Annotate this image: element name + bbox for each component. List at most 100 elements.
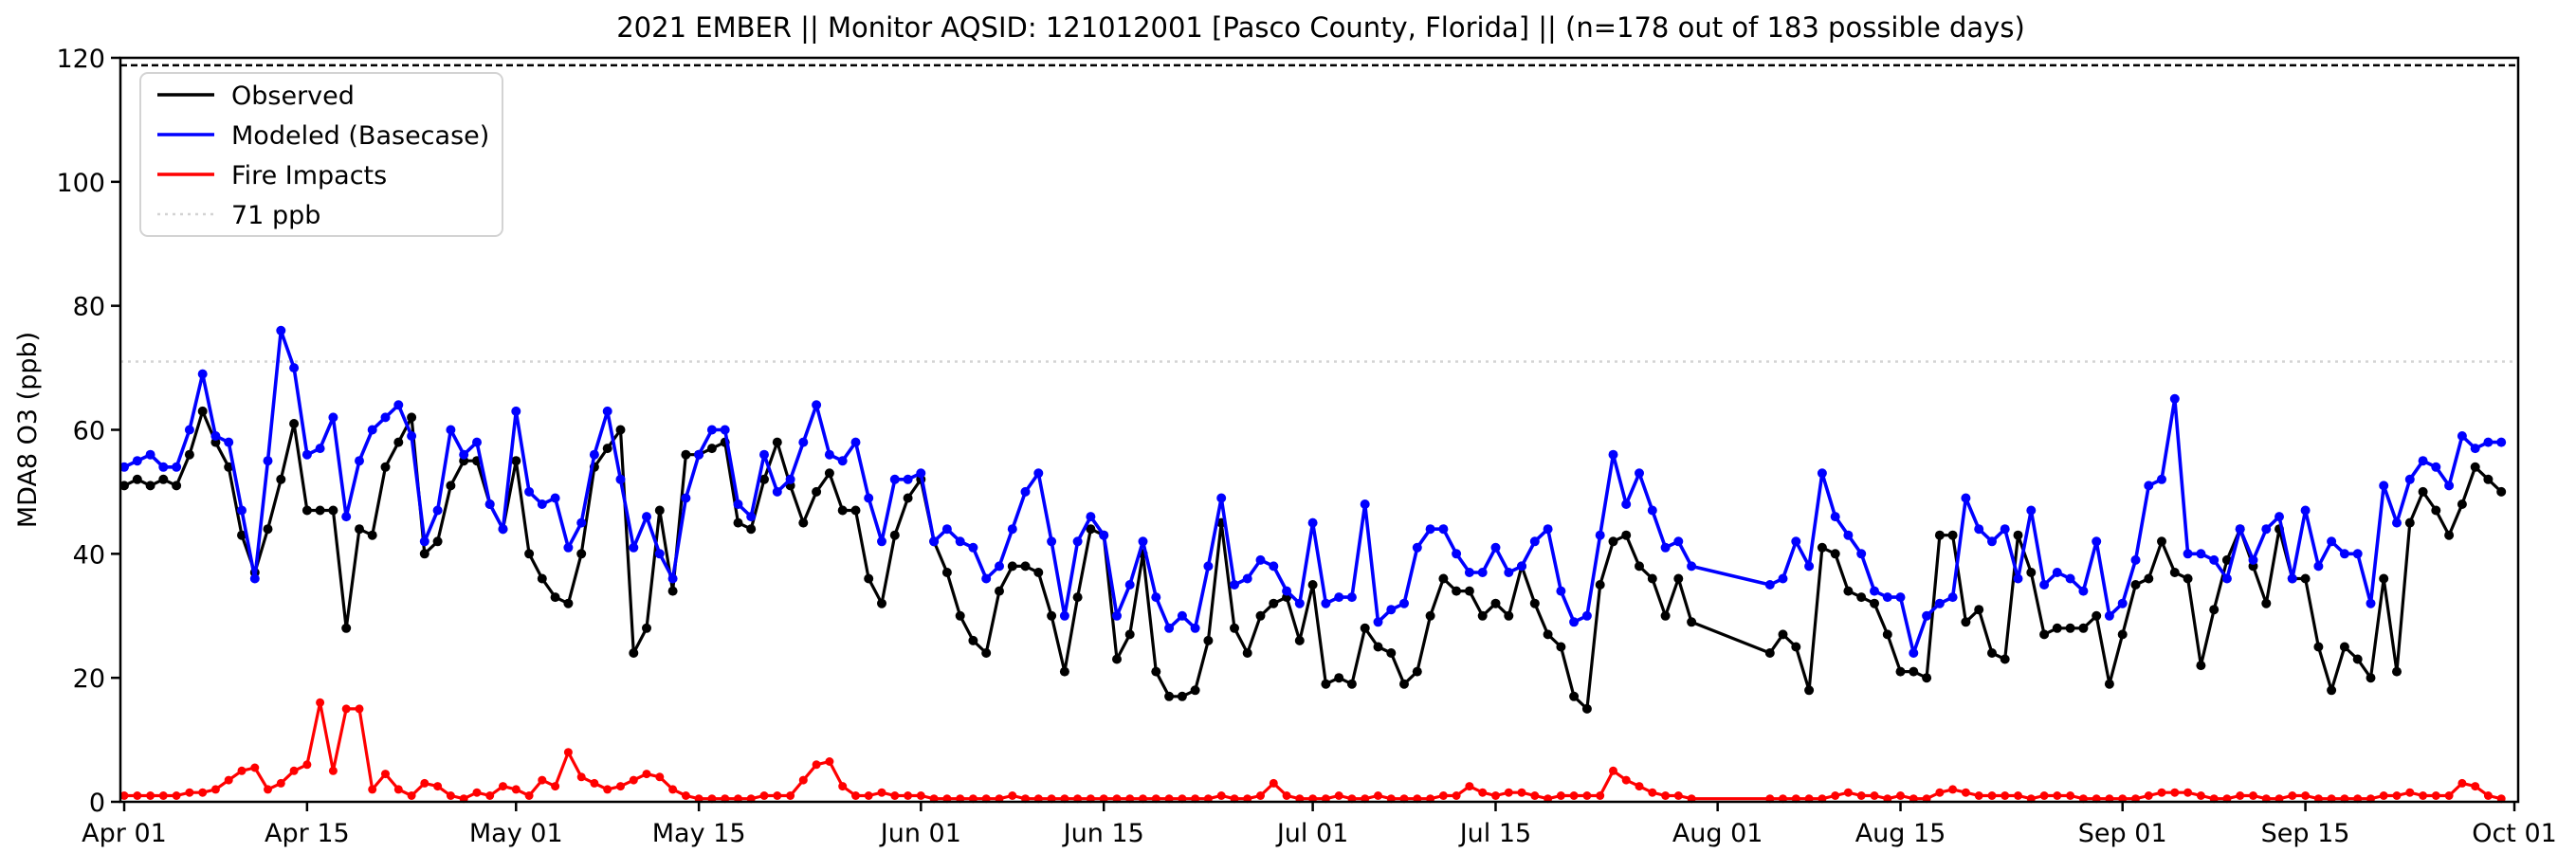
fire-impacts-point — [2471, 782, 2480, 791]
observed-point — [1307, 580, 1318, 590]
fire-impacts-point — [1008, 791, 1017, 800]
modeled-basecase-point — [995, 561, 1004, 572]
modeled-basecase-point — [1190, 623, 1200, 633]
observed-point — [1947, 530, 1958, 540]
fire-impacts-point — [1256, 791, 1265, 800]
fire-impacts-point — [472, 788, 482, 797]
fire-impacts-point — [393, 785, 403, 794]
observed-point — [1086, 524, 1096, 535]
observed-point — [1438, 573, 1449, 584]
fire-impacts-point — [1621, 775, 1631, 785]
fire-impacts-point — [1635, 782, 1644, 791]
fire-impacts-point — [1517, 788, 1526, 797]
observed-point — [1269, 598, 1279, 608]
observed-point — [1635, 561, 1644, 572]
modeled-basecase-point — [615, 474, 626, 484]
modeled-basecase-point — [2339, 549, 2349, 559]
modeled-basecase-point — [484, 499, 495, 509]
observed-point — [615, 425, 626, 435]
observed-point — [2092, 610, 2102, 621]
modeled-basecase-point — [1517, 561, 1526, 572]
modeled-basecase-point — [654, 549, 665, 559]
modeled-basecase-point — [341, 512, 352, 522]
observed-point — [1386, 648, 1397, 658]
observed-point — [2444, 530, 2455, 540]
fire-impacts-point — [629, 775, 638, 785]
observed-point — [1830, 549, 1840, 559]
modeled-basecase-point — [1817, 468, 1827, 479]
observed-point — [2379, 573, 2389, 584]
observed-point — [237, 530, 247, 540]
fire-impacts-point — [198, 788, 208, 797]
fire-impacts-point — [133, 791, 142, 800]
observed-point — [367, 530, 377, 540]
observed-point — [798, 517, 809, 528]
observed-point — [1072, 592, 1083, 603]
x-tick-label: Sep 15 — [2261, 819, 2350, 848]
observed-point — [706, 444, 717, 454]
observed-point — [197, 406, 208, 416]
fire-impacts-point — [1530, 791, 1540, 800]
observed-point — [629, 648, 639, 658]
fire-impacts-point — [2170, 788, 2180, 797]
modeled-basecase-point — [563, 542, 574, 553]
fire-impacts-point — [851, 791, 860, 800]
fire-impacts-point — [1961, 788, 1970, 797]
fire-impacts-point — [1974, 791, 1983, 800]
observed-point — [315, 505, 325, 516]
observed-point — [1895, 666, 1906, 677]
modeled-basecase-point — [1294, 598, 1305, 608]
observed-point — [1804, 685, 1815, 696]
modeled-basecase-point — [2483, 437, 2494, 447]
modeled-basecase-point — [1843, 530, 1854, 540]
y-tick-label: 60 — [73, 417, 105, 446]
observed-point — [1961, 617, 1971, 627]
observed-point — [1621, 530, 1632, 540]
observed-point — [2157, 536, 2166, 547]
observed-point — [1164, 691, 1175, 701]
fire-impacts-point — [655, 772, 665, 782]
modeled-basecase-point — [824, 449, 834, 460]
fire-impacts-point — [355, 704, 364, 714]
observed-point — [550, 592, 560, 603]
observed-point — [1673, 573, 1684, 584]
modeled-basecase-point — [2404, 474, 2415, 484]
legend-box — [139, 72, 503, 237]
fire-impacts-point — [2444, 791, 2454, 800]
observed-point — [2313, 642, 2324, 652]
fire-impacts-point — [2431, 791, 2440, 800]
modeled-basecase-point — [2327, 536, 2337, 547]
modeled-basecase-point — [1974, 524, 1984, 535]
fire-impacts-point — [158, 791, 168, 800]
modeled-basecase-point — [837, 456, 848, 466]
modeled-basecase-point — [772, 486, 782, 497]
modeled-basecase-point — [1856, 549, 1867, 559]
observed-point — [2013, 530, 2023, 540]
observed-point — [2196, 661, 2206, 671]
modeled-basecase-point — [1595, 530, 1605, 540]
modeled-basecase-point — [1242, 573, 1252, 584]
observed-point — [2352, 654, 2363, 664]
modeled-basecase-point — [407, 431, 417, 441]
observed-point — [2209, 605, 2220, 615]
observed-point — [301, 505, 312, 516]
modeled-basecase-point — [393, 400, 404, 410]
x-tick-label: Sep 01 — [2078, 819, 2167, 848]
y-axis-label: MDA8 O3 (ppb) — [13, 332, 43, 528]
observed-point — [2418, 486, 2428, 497]
modeled-basecase-point — [916, 468, 926, 479]
fire-impacts-point — [2144, 791, 2153, 800]
modeled-basecase-point — [328, 412, 338, 423]
x-tick-label: May 01 — [469, 819, 563, 848]
observed-point — [289, 419, 300, 428]
legend-label: Fire Impacts — [231, 161, 387, 191]
observed-point — [812, 486, 822, 497]
modeled-basecase-point — [2392, 517, 2402, 528]
fire-impacts-point — [210, 785, 220, 794]
modeled-basecase-point — [276, 325, 286, 336]
modeled-basecase-point — [1452, 549, 1462, 559]
observed-point — [955, 610, 965, 621]
modeled-basecase-point — [1909, 648, 1919, 658]
fire-impacts-point — [786, 791, 795, 800]
fire-impacts-point — [616, 782, 625, 791]
